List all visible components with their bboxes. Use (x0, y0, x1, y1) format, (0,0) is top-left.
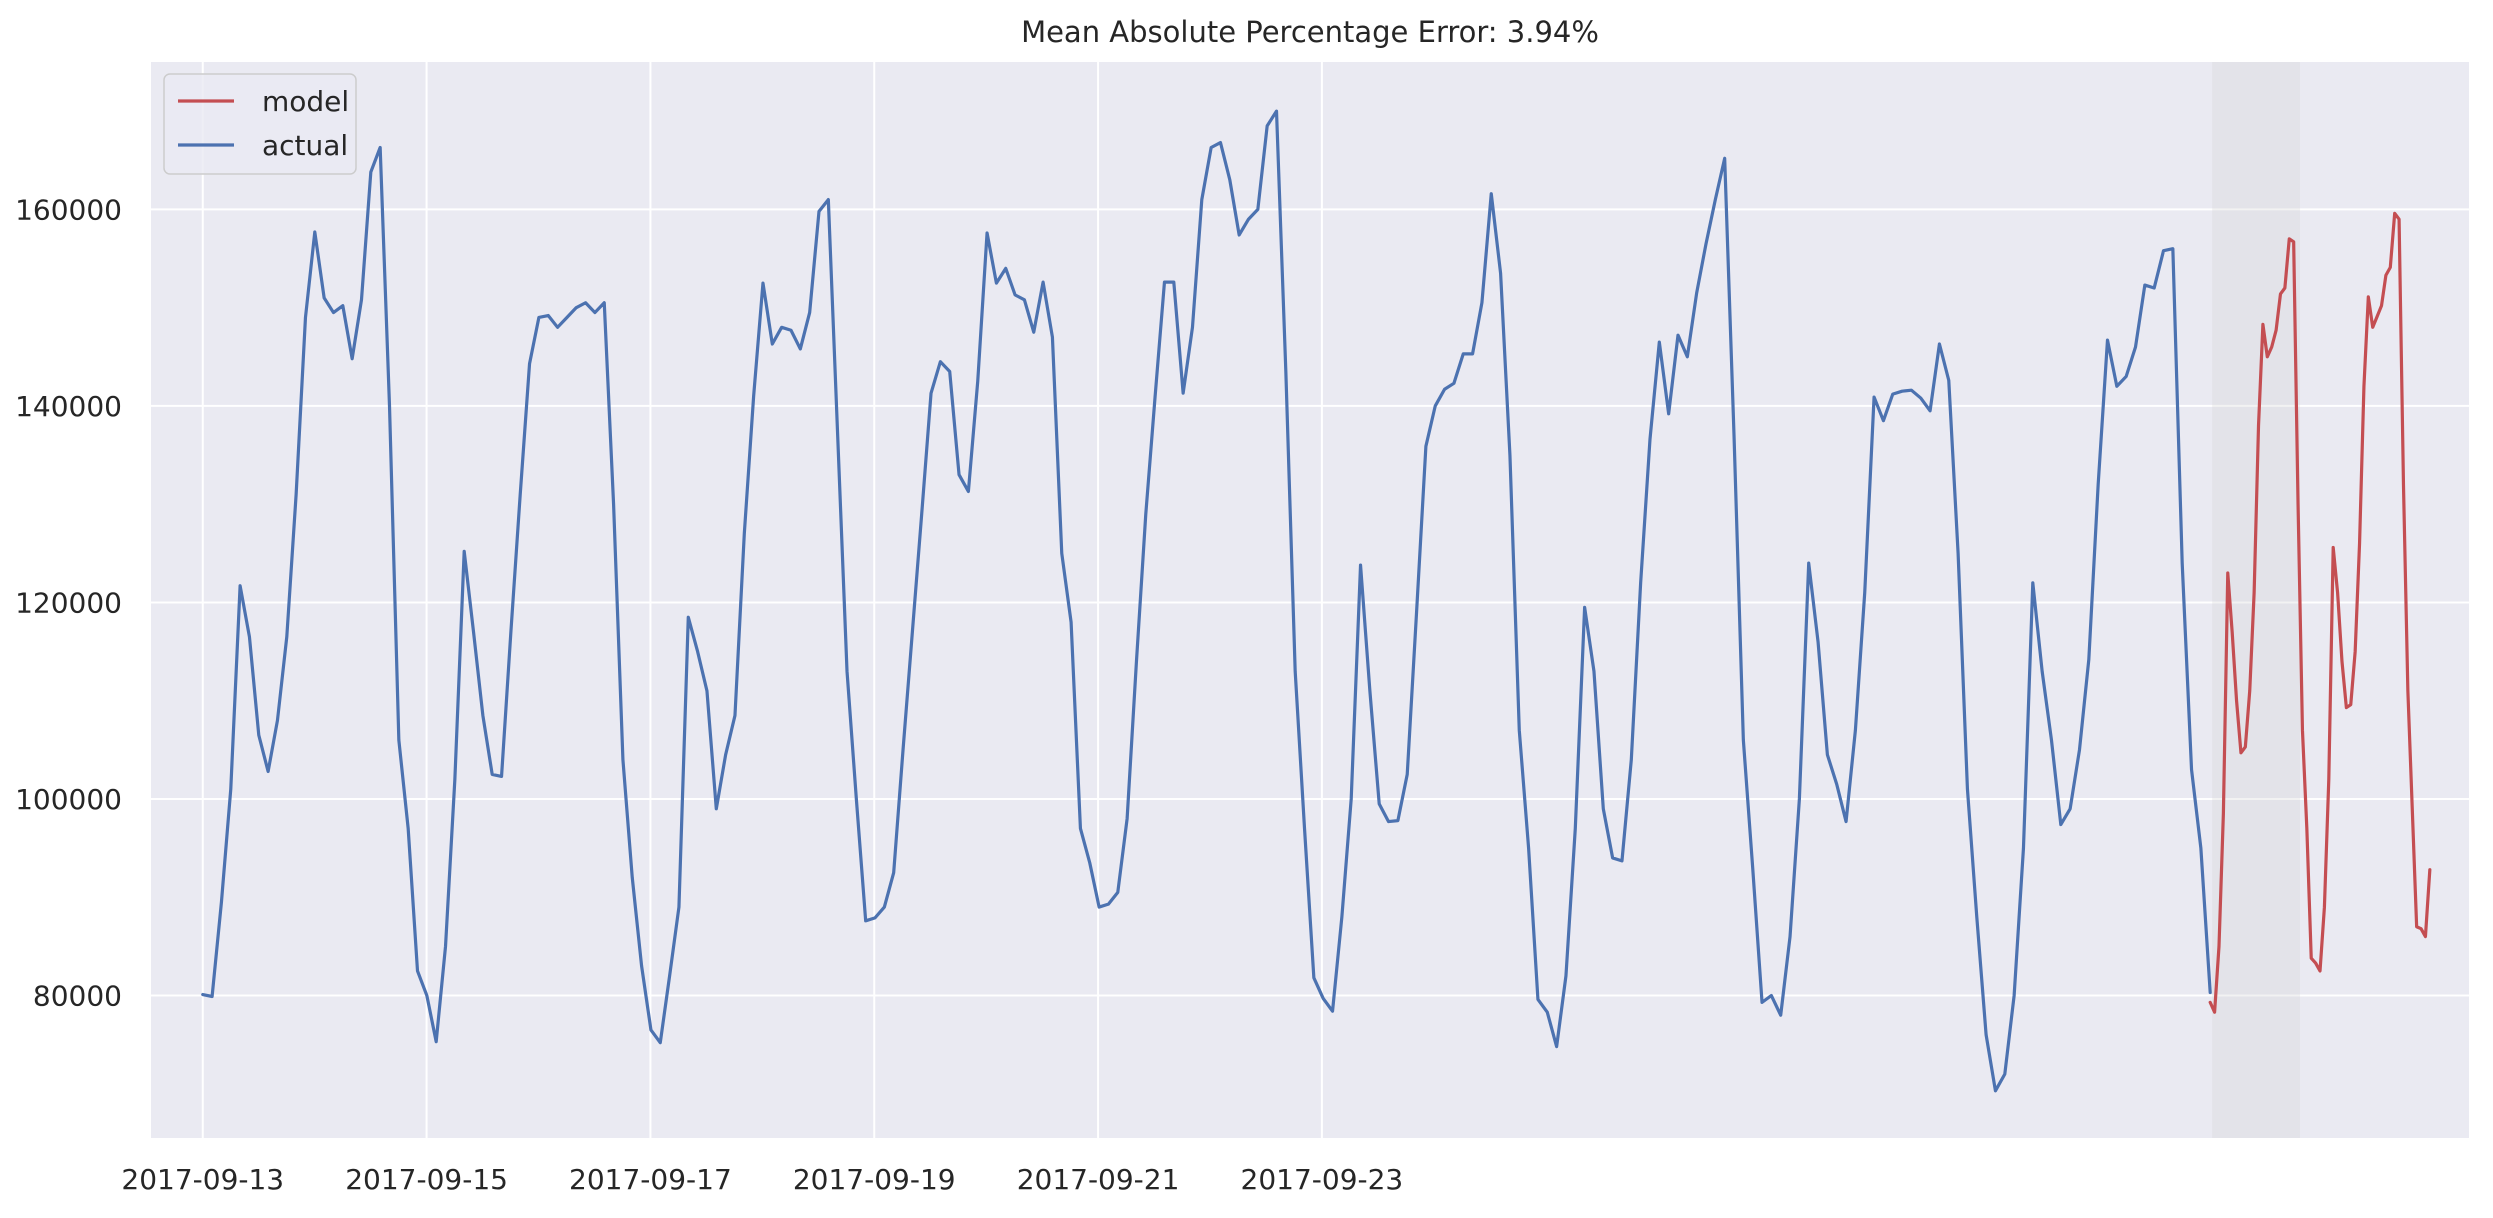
y-axis-tick-labels: 80000 100000 120000 140000 160000 (15, 193, 122, 1012)
legend-model-label: model (262, 85, 349, 118)
series-line-actual (201, 109, 2212, 1093)
x-tick-label: 2017-09-17 (569, 1163, 732, 1196)
legend: model actual (163, 73, 357, 175)
chart-title: Mean Absolute Percentage Error: 3.94% (1021, 15, 1599, 49)
series-line-model (2208, 211, 2432, 1014)
series-lines (201, 109, 2432, 1093)
x-tick-label: 2017-09-13 (121, 1163, 284, 1196)
legend-box (163, 73, 357, 175)
x-tick-label: 2017-09-15 (345, 1163, 508, 1196)
x-axis-tick-labels: 2017-09-13 2017-09-15 2017-09-17 2017-09-19… (121, 1163, 1403, 1196)
x-tick-label: 2017-09-21 (1017, 1163, 1180, 1196)
y-tick-label: 100000 (15, 783, 122, 816)
y-tick-label: 160000 (15, 193, 122, 226)
plot-background (151, 62, 2469, 1138)
x-tick-label: 2017-09-19 (793, 1163, 956, 1196)
grid (151, 62, 2469, 1138)
y-tick-label: 120000 (15, 586, 122, 619)
shaded-forecast-span (2212, 62, 2301, 1138)
x-tick-label: 2017-09-23 (1241, 1163, 1404, 1196)
legend-actual-label: actual (262, 129, 348, 162)
forecast-shaded-region (2212, 62, 2301, 1138)
y-tick-label: 140000 (15, 390, 122, 423)
y-tick-label: 80000 (33, 980, 122, 1013)
